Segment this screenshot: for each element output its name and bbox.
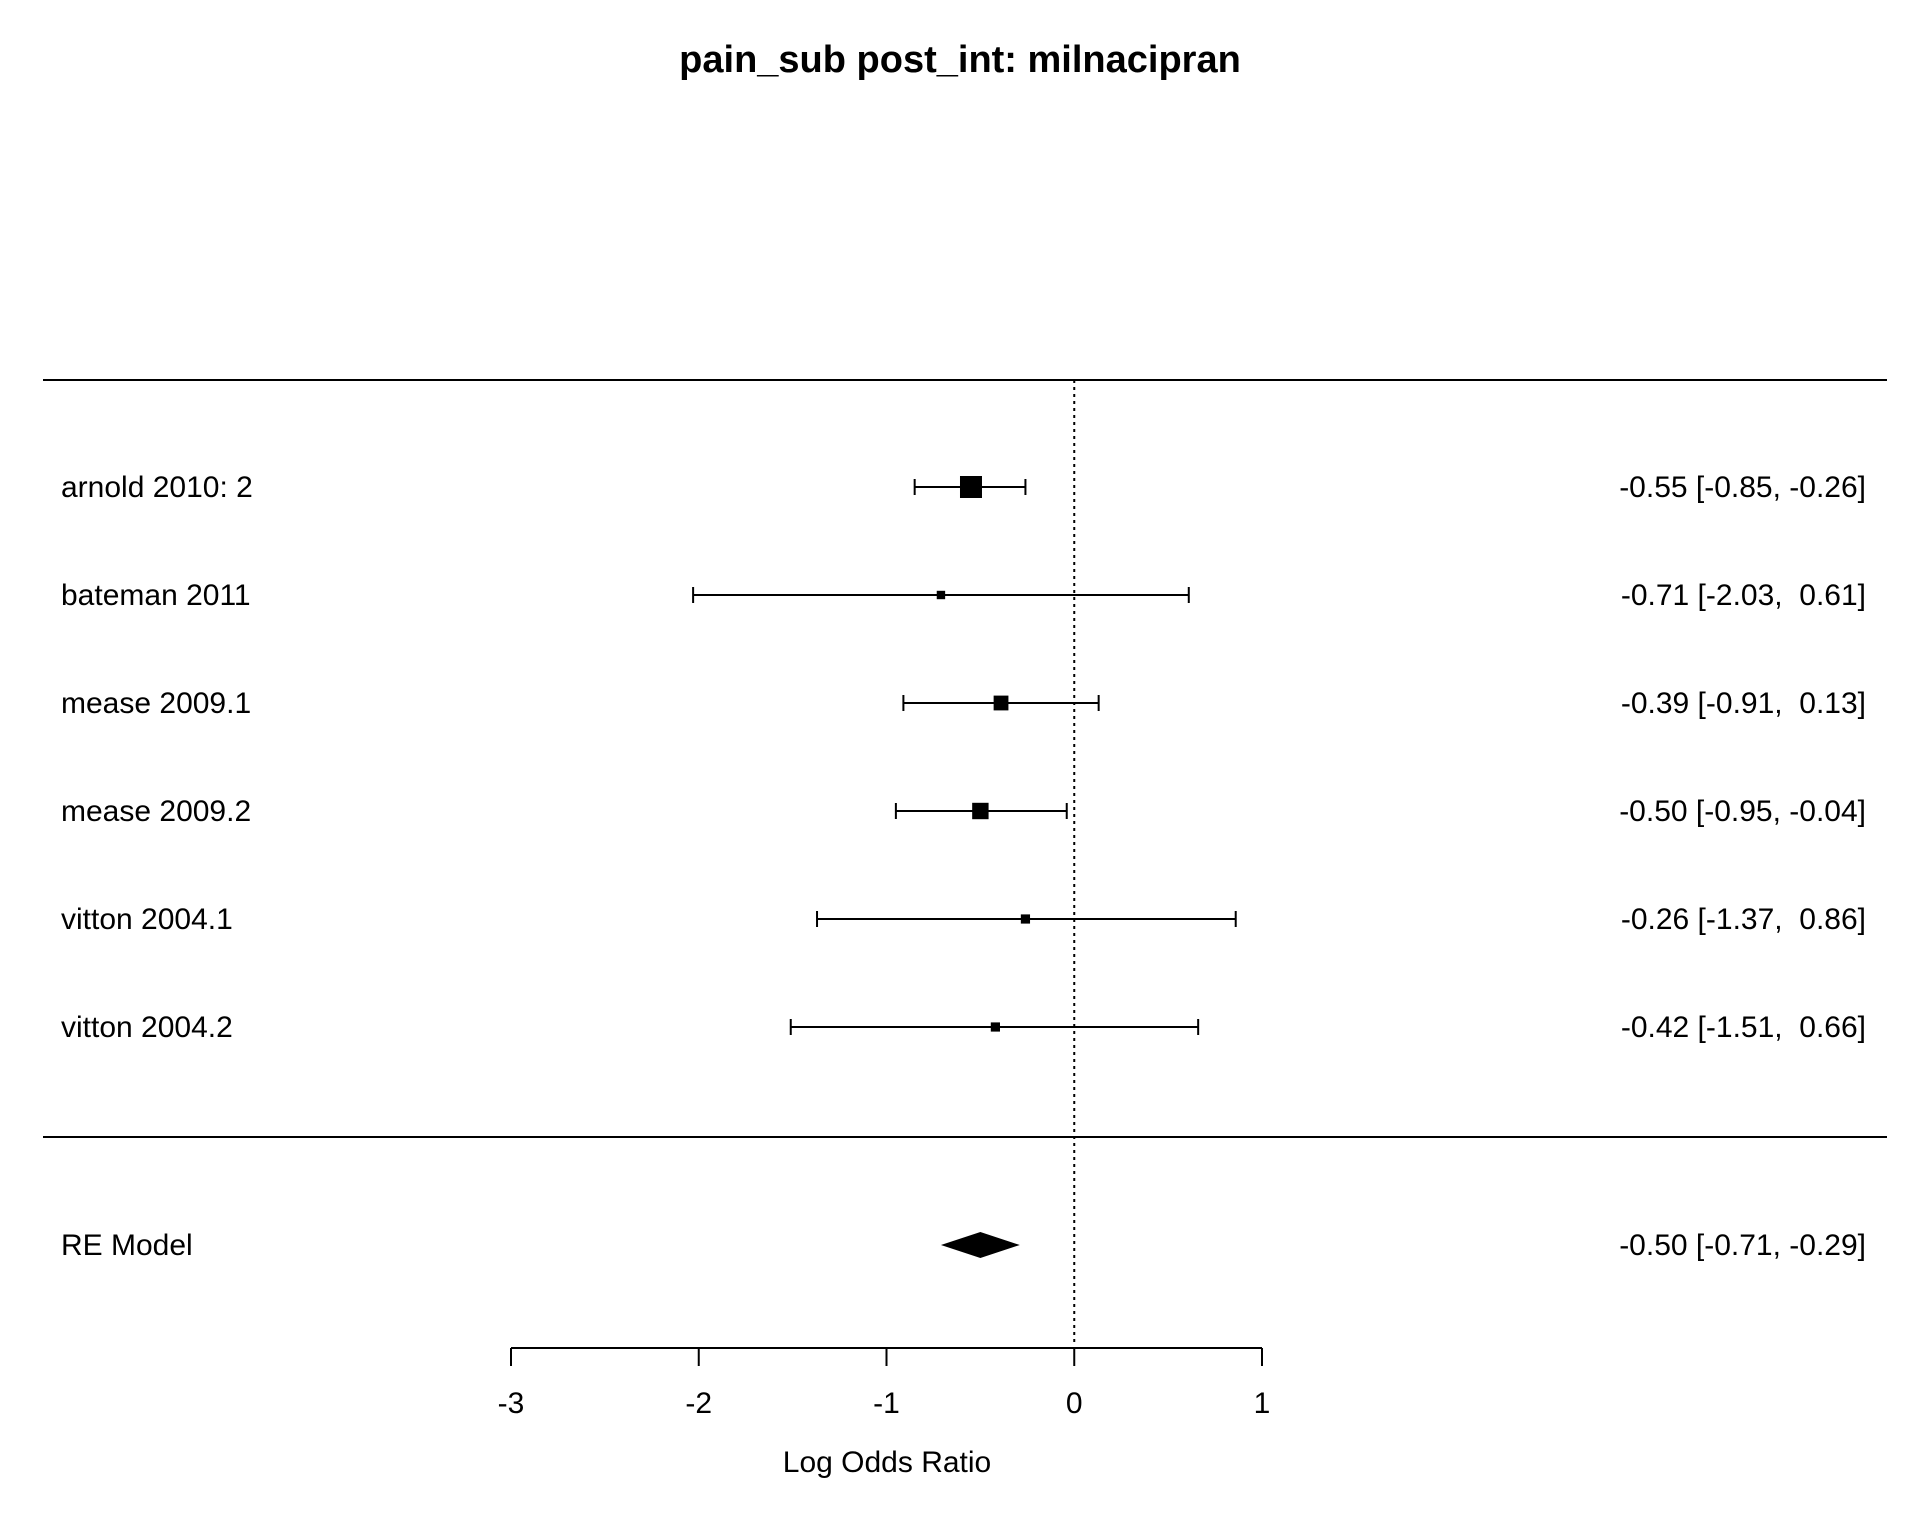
ci-text: -0.26 [-1.37, 0.86] xyxy=(1621,903,1866,936)
x-tick-label: -2 xyxy=(685,1387,712,1420)
x-tick-label: -3 xyxy=(498,1387,525,1420)
ci-text: -0.71 [-2.03, 0.61] xyxy=(1621,579,1866,612)
point-estimate xyxy=(936,590,946,600)
point-estimate xyxy=(993,695,1009,711)
ci-text: -0.39 [-0.91, 0.13] xyxy=(1621,687,1866,720)
x-tick-label: 1 xyxy=(1254,1387,1271,1420)
x-tick-label: -1 xyxy=(873,1387,900,1420)
point-estimate xyxy=(959,476,982,498)
study-row: arnold 2010: 2 -0.55 [-0.85, -0.26] xyxy=(61,471,1866,504)
study-rows: arnold 2010: 2 -0.55 [-0.85, -0.26] batema… xyxy=(61,471,1866,1044)
summary-label: RE Model xyxy=(61,1229,193,1262)
study-row: mease 2009.1 -0.39 [-0.91, 0.13] xyxy=(61,687,1866,720)
study-label: mease 2009.1 xyxy=(61,687,251,720)
point-estimate xyxy=(972,802,989,820)
study-label: arnold 2010: 2 xyxy=(61,471,253,504)
chart-title: pain_sub post_int: milnacipran xyxy=(679,39,1241,81)
x-tick-label: 0 xyxy=(1066,1387,1083,1420)
study-label: mease 2009.2 xyxy=(61,795,251,828)
study-label: vitton 2004.2 xyxy=(61,1011,233,1044)
ci-text: -0.42 [-1.51, 0.66] xyxy=(1621,1011,1866,1044)
ci-text: -0.50 [-0.95, -0.04] xyxy=(1619,795,1866,828)
study-row: vitton 2004.1 -0.26 [-1.37, 0.86] xyxy=(61,903,1866,936)
point-estimate xyxy=(990,1022,1000,1032)
summary-ci-text: -0.50 [-0.71, -0.29] xyxy=(1619,1229,1866,1262)
study-row: bateman 2011 -0.71 [-2.03, 0.61] xyxy=(61,579,1866,612)
study-row: mease 2009.2 -0.50 [-0.95, -0.04] xyxy=(61,795,1866,828)
summary-diamond xyxy=(940,1232,1020,1258)
x-axis-label: Log Odds Ratio xyxy=(783,1446,991,1479)
study-label: vitton 2004.1 xyxy=(61,903,233,936)
ci-text: -0.55 [-0.85, -0.26] xyxy=(1619,471,1866,504)
summary-row: RE Model -0.50 [-0.71, -0.29] xyxy=(61,1229,1866,1262)
point-estimate xyxy=(1020,914,1031,924)
study-row: vitton 2004.2 -0.42 [-1.51, 0.66] xyxy=(61,1011,1866,1044)
x-axis: -3 -2 -1 0 1 xyxy=(498,1347,1271,1420)
study-label: bateman 2011 xyxy=(61,579,251,612)
